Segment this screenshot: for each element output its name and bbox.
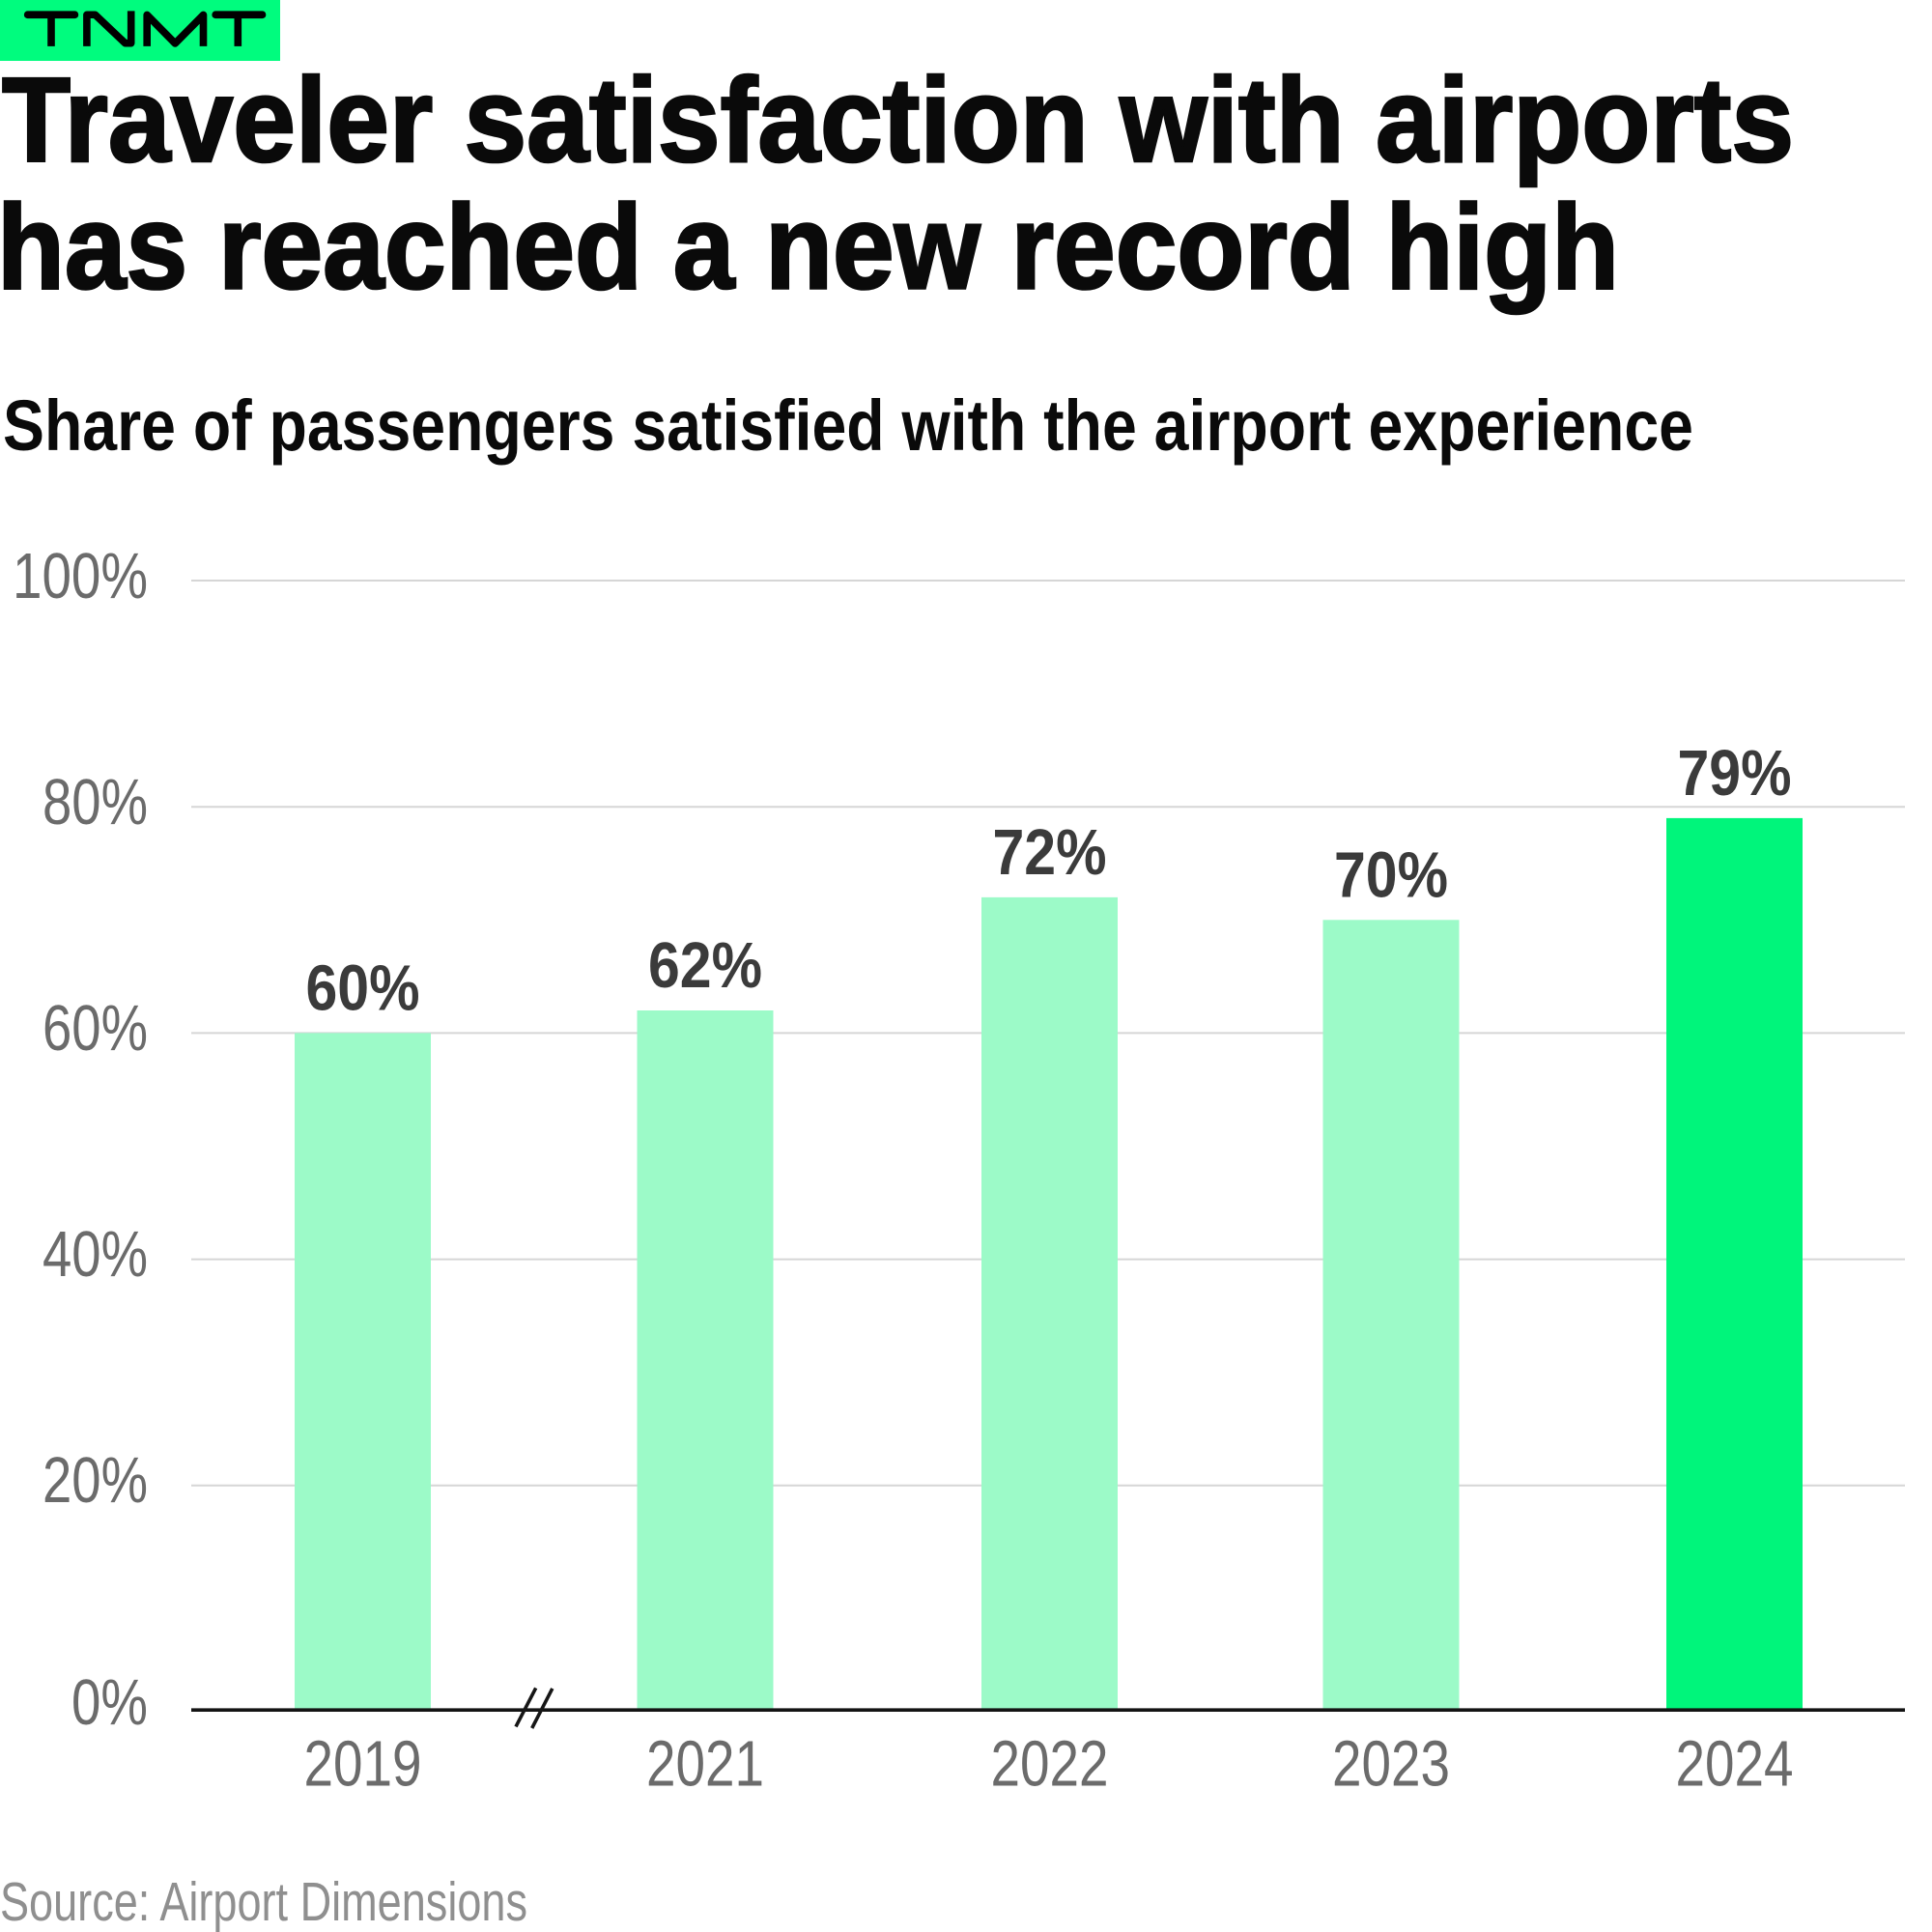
svg-text:2024: 2024: [1676, 1729, 1794, 1801]
svg-text:80%: 80%: [43, 767, 148, 838]
svg-text:Source: Airport Dimensions: Source: Airport Dimensions: [0, 1871, 527, 1932]
svg-text:60%: 60%: [43, 993, 148, 1065]
svg-text:2023: 2023: [1332, 1729, 1450, 1801]
svg-text:has reached a new record high: has reached a new record high: [0, 182, 1619, 315]
svg-text:Traveler satisfaction with air: Traveler satisfaction with airports: [2, 54, 1794, 187]
svg-text:100%: 100%: [13, 541, 148, 612]
svg-text:2022: 2022: [991, 1729, 1109, 1801]
svg-text:40%: 40%: [43, 1219, 148, 1291]
svg-text:Share of passengers satisfied: Share of passengers satisfied with the a…: [3, 385, 1693, 466]
svg-text:72%: 72%: [993, 817, 1107, 889]
svg-text:62%: 62%: [648, 930, 762, 1002]
svg-text:79%: 79%: [1678, 738, 1792, 810]
svg-text:70%: 70%: [1334, 839, 1448, 911]
svg-text:0%: 0%: [71, 1667, 148, 1739]
svg-text:20%: 20%: [43, 1445, 148, 1517]
svg-text:2021: 2021: [646, 1729, 764, 1801]
svg-text:2019: 2019: [304, 1729, 422, 1801]
svg-text:60%: 60%: [306, 952, 420, 1024]
